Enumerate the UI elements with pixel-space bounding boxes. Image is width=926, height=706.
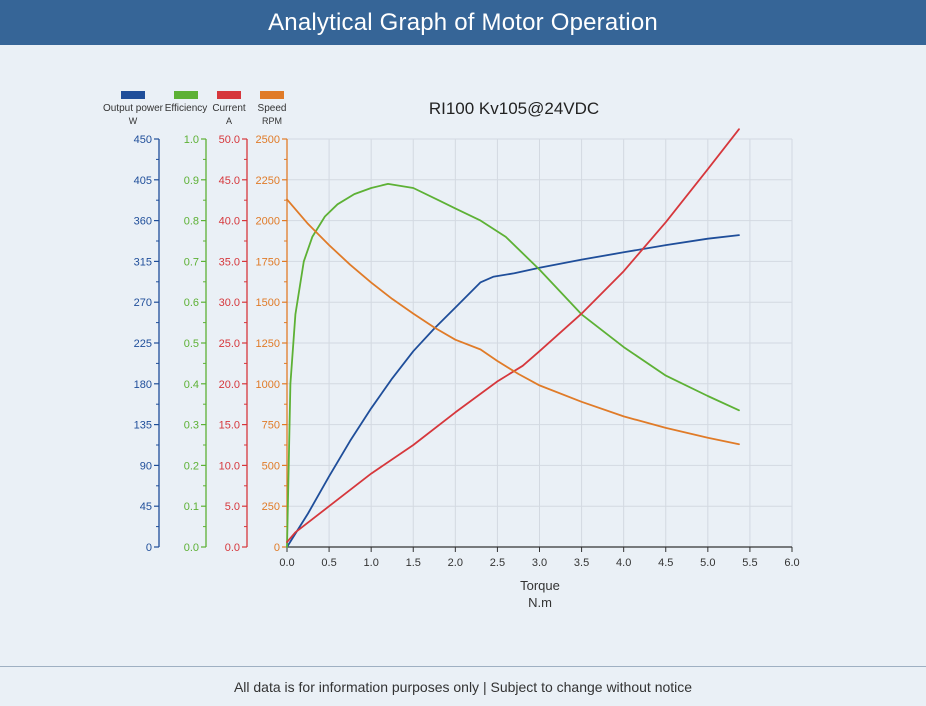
x-tick-label: 0.0: [279, 557, 294, 569]
x-tick-label: 4.5: [658, 557, 673, 569]
x-axis-label: Torque: [520, 578, 560, 593]
speed-tick-label: 1750: [256, 256, 280, 268]
x-tick-label: 6.0: [784, 557, 799, 569]
current-tick-label: 5.0: [225, 501, 240, 513]
power-legend-swatch: [121, 91, 145, 99]
power-legend-unit: W: [129, 116, 138, 126]
x-tick-label: 1.5: [406, 557, 421, 569]
current-tick-label: 35.0: [219, 256, 240, 268]
current-tick-label: 50.0: [219, 134, 240, 146]
series-lines: [287, 129, 739, 547]
eff-tick-label: 0.2: [184, 460, 199, 472]
x-tick-label: 0.5: [321, 557, 336, 569]
eff-tick-label: 0.7: [184, 256, 199, 268]
eff-legend-swatch: [174, 91, 198, 99]
speed-tick-label: 0: [274, 542, 280, 554]
current-tick-label: 0.0: [225, 542, 240, 554]
power-tick-label: 405: [134, 175, 152, 187]
speed-tick-label: 1250: [256, 338, 280, 350]
current-tick-label: 45.0: [219, 175, 240, 187]
current-tick-label: 20.0: [219, 379, 240, 391]
power-tick-label: 90: [140, 460, 152, 472]
power-tick-label: 45: [140, 501, 152, 513]
eff-tick-label: 0.3: [184, 420, 199, 432]
current-legend-swatch: [217, 91, 241, 99]
motor-operation-chart: 0 45 90 135 180 225 270 315 360 405 450 0.0 0.1 0.2 0.…: [0, 45, 926, 665]
eff-series-line: [287, 184, 739, 547]
power-tick-label: 315: [134, 256, 152, 268]
power-tick-label: 180: [134, 379, 152, 391]
power-legend-label: Output power: [103, 103, 164, 114]
power-series-line: [287, 235, 739, 547]
speed-tick-label: 750: [262, 420, 280, 432]
speed-tick-label: 250: [262, 501, 280, 513]
speed-legend-label: Speed: [258, 103, 287, 114]
legend: Output power W Efficiency Current A Speed RPM: [103, 91, 286, 126]
speed-legend-unit: RPM: [262, 116, 282, 126]
x-tick-label: 2.0: [448, 557, 463, 569]
footer-disclaimer: All data is for information purposes onl…: [0, 667, 926, 706]
x-tick-label: 1.0: [364, 557, 379, 569]
eff-tick-label: 0.8: [184, 216, 199, 228]
x-tick-label: 2.5: [490, 557, 505, 569]
y-axes: 0 45 90 135 180 225 270 315 360 405 450 0.0 0.1 0.2 0.…: [134, 134, 287, 554]
speed-series-line: [287, 199, 739, 444]
current-tick-label: 25.0: [219, 338, 240, 350]
eff-tick-label: 0.6: [184, 297, 199, 309]
x-tick-label: 3.5: [574, 557, 589, 569]
speed-legend-swatch: [260, 91, 284, 99]
current-tick-label: 15.0: [219, 420, 240, 432]
x-axis-unit: N.m: [528, 595, 552, 610]
eff-tick-label: 0.9: [184, 175, 199, 187]
current-tick-label: 10.0: [219, 460, 240, 472]
x-tick-label: 4.0: [616, 557, 631, 569]
power-tick-label: 0: [146, 542, 152, 554]
current-legend-unit: A: [226, 116, 232, 126]
x-axis: 0.0 0.5 1.0 1.5 2.0 2.5 3.0 3.5 4.0 4.5 5.0 5.5 6.0: [279, 547, 799, 569]
eff-tick-label: 1.0: [184, 134, 199, 146]
current-series-line: [287, 129, 739, 542]
eff-tick-label: 0.0: [184, 542, 199, 554]
current-tick-label: 40.0: [219, 216, 240, 228]
current-legend-label: Current: [212, 103, 246, 114]
x-tick-label: 5.5: [742, 557, 757, 569]
eff-tick-label: 0.1: [184, 501, 199, 513]
speed-tick-label: 500: [262, 460, 280, 472]
eff-tick-label: 0.4: [184, 379, 199, 391]
speed-tick-label: 2000: [256, 216, 280, 228]
power-tick-label: 270: [134, 297, 152, 309]
power-tick-label: 135: [134, 420, 152, 432]
grid: [287, 139, 792, 547]
x-tick-label: 5.0: [700, 557, 715, 569]
chart-title: RI100 Kv105@24VDC: [429, 99, 599, 118]
x-tick-label: 3.0: [532, 557, 547, 569]
speed-tick-label: 1000: [256, 379, 280, 391]
eff-legend-label: Efficiency: [165, 103, 208, 114]
power-tick-label: 450: [134, 134, 152, 146]
power-tick-label: 225: [134, 338, 152, 350]
page-title: Analytical Graph of Motor Operation: [0, 0, 926, 45]
speed-tick-label: 2250: [256, 175, 280, 187]
power-tick-label: 360: [134, 216, 152, 228]
speed-tick-label: 1500: [256, 297, 280, 309]
eff-tick-label: 0.5: [184, 338, 199, 350]
current-tick-label: 30.0: [219, 297, 240, 309]
speed-tick-label: 2500: [256, 134, 280, 146]
